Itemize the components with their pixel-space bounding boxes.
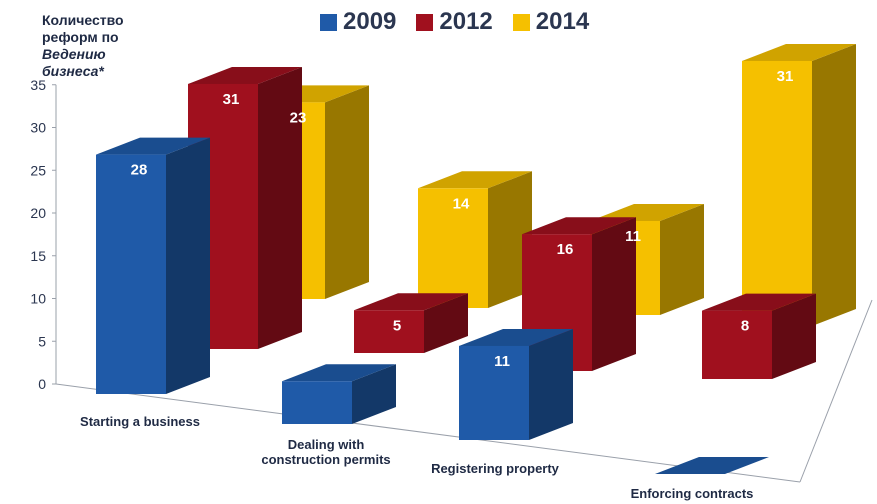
x-tick-label: Enforcing contracts [602,486,782,501]
bar-top [418,171,532,189]
y-tick-label: 25 [30,162,46,178]
data-label-2012-0: 31 [223,91,240,108]
bar-top [282,364,396,382]
legend-label: 2009 [343,8,397,35]
legend: 2009 2012 2014 [320,8,589,36]
bar-front [459,345,529,440]
bar-side [424,293,468,353]
y-axis-title: Количество реформ по Ведению бизнеса* [42,12,182,80]
x-tick-label-line: Starting a business [80,414,200,429]
bar-top [96,137,210,155]
legend-swatch [416,13,434,31]
y-tick-label: 5 [38,333,46,349]
floor-front-edge [55,383,801,483]
legend-item-2014: 2014 [512,8,590,36]
bar-front [702,310,772,379]
bar-2009-1 [282,364,396,424]
bar-side [592,217,636,371]
bar-top [742,43,856,61]
y-tick-label: 15 [30,248,46,264]
bar-side [488,171,532,308]
legend-swatch [320,13,337,31]
y-tick-label: 10 [30,291,46,307]
y-tick-label: 20 [30,205,46,221]
data-label-2012-1: 5 [393,317,401,334]
floor-right-edge [799,299,873,483]
data-label-2014-1: 14 [453,195,470,212]
data-label-2009-2: 11 [494,353,510,370]
x-tick-label-line: Registering property [431,461,559,476]
y-axis-title-line: Количество [42,12,124,28]
bar-side [352,364,396,424]
bar-2009-2 [459,328,573,440]
y-tick-label: 30 [30,120,46,136]
legend-swatch [512,13,530,31]
bar-top [655,457,769,474]
bar-front [418,188,488,308]
data-label-2012-3: 8 [741,318,749,335]
y-axis-title-line: Ведению [42,46,106,62]
bar-side [772,293,816,379]
bar-front [282,381,352,424]
data-label-2009-0: 28 [131,162,148,179]
y-axis: 0 5 10 15 20 25 30 35 [30,77,57,392]
data-label-2014-0: 23 [290,109,307,126]
data-label-2014-3: 31 [777,68,794,85]
x-tick-label-line: Dealing with [287,437,365,452]
bar-top [188,66,302,84]
bar-side [258,66,302,349]
bar-top [590,203,704,221]
bar-front [354,310,424,353]
bar-front [96,154,166,394]
bar-2014-3 [742,43,856,326]
y-tick-label: 0 [38,376,46,392]
bar-2014-1 [418,171,532,308]
bar-top [459,328,573,346]
legend-item-2009: 2009 [320,8,396,36]
legend-label: 2012 [439,8,493,35]
bar-side [529,328,573,440]
x-tick-label-line: Enforcing contracts [630,486,754,501]
bars [96,43,856,474]
bar-2012-1 [354,293,468,353]
x-tick-label: Starting a business [50,414,230,429]
x-tick-label: Dealing with construction permits [236,437,416,467]
bar-2012-3 [702,293,816,379]
bar-side [812,43,856,326]
bar-2009-3 [655,457,769,474]
y-axis-title-line: реформ по [42,29,119,45]
data-label-2012-2: 16 [557,241,574,258]
x-tick-label: Registering property [405,461,585,476]
legend-item-2012: 2012 [416,8,493,36]
bar-top [354,293,468,311]
data-label-2014-2: 11 [625,228,641,245]
chart-floor [55,299,873,483]
x-tick-label-line: construction permits [261,452,391,467]
bar-front [742,60,812,326]
y-axis-title-line: бизнеса* [42,63,104,79]
bar-side [660,203,704,315]
legend-label: 2014 [535,8,590,35]
bar-side [325,85,369,299]
bar-2009-0 [96,137,210,394]
bar-top [522,217,636,235]
bar-top [702,293,816,311]
y-tick-label: 35 [30,77,46,93]
data-labels: 2314113131516828110 [131,68,794,370]
bar-side [166,137,210,394]
